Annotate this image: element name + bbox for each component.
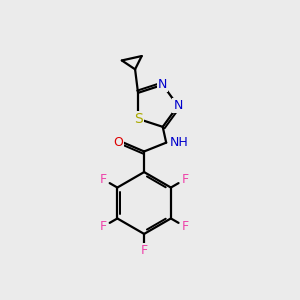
Text: O: O bbox=[113, 136, 123, 149]
Text: F: F bbox=[181, 220, 188, 233]
Text: F: F bbox=[100, 220, 107, 233]
Text: S: S bbox=[134, 112, 142, 126]
Text: N: N bbox=[173, 99, 183, 112]
Text: F: F bbox=[181, 173, 188, 186]
Text: N: N bbox=[158, 78, 167, 91]
Text: NH: NH bbox=[170, 136, 188, 149]
Text: F: F bbox=[140, 244, 148, 256]
Text: F: F bbox=[100, 173, 107, 186]
